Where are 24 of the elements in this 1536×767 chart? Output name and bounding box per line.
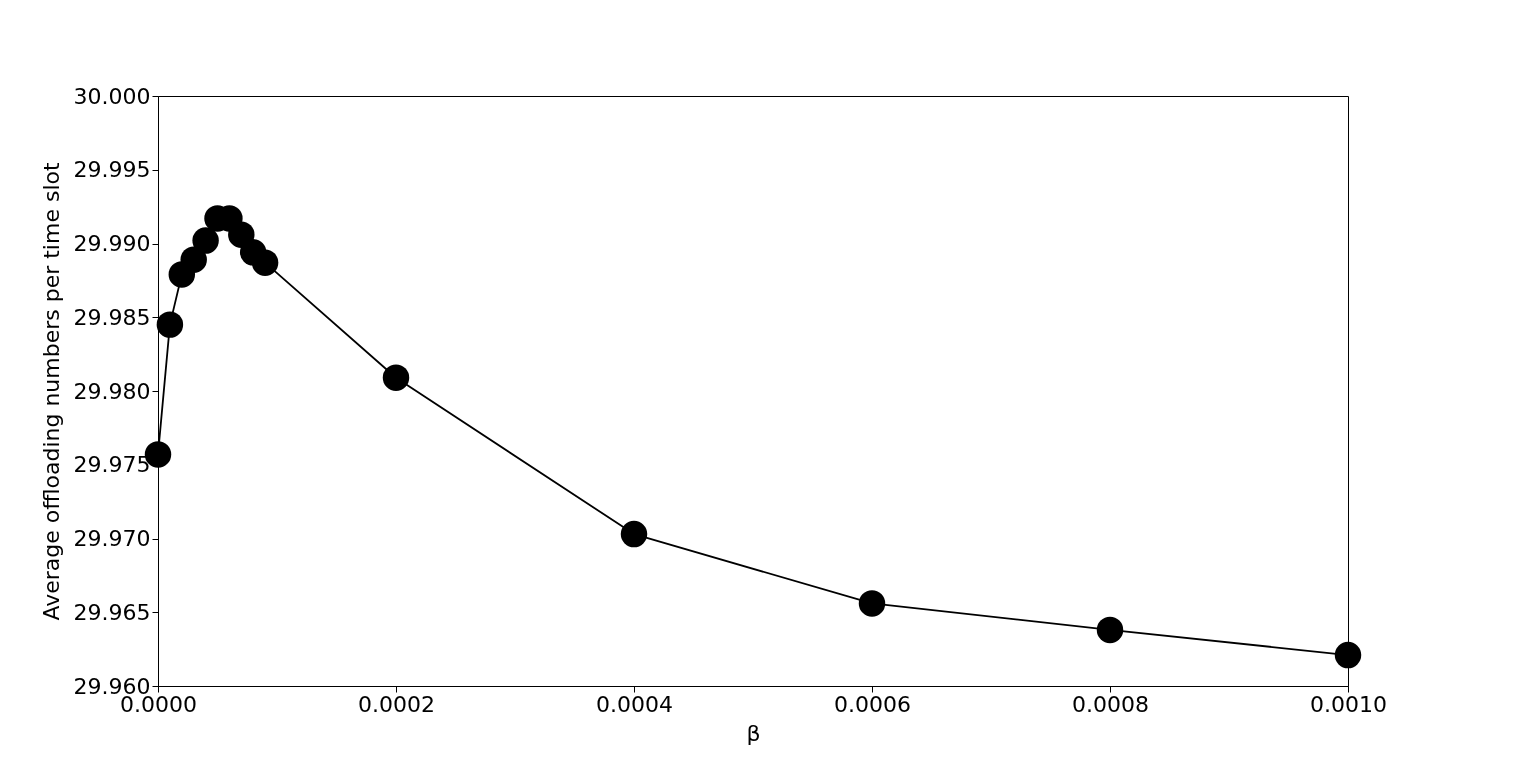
point (620, 520, 648, 548)
point (1096, 616, 1124, 644)
point (180, 246, 207, 273)
point (192, 227, 219, 254)
x-tick-label: 0.0004 (596, 691, 673, 717)
point (156, 311, 184, 338)
point (251, 249, 279, 276)
x-tick-label: 0.0002 (358, 691, 435, 717)
x-tick-label: 0.0008 (1072, 691, 1149, 717)
point (1334, 641, 1362, 669)
y-tick-label: 29.990 (73, 231, 151, 256)
point (858, 590, 886, 617)
y-tick-label: 30.000 (73, 83, 151, 109)
y-tick-label: 29.980 (73, 378, 151, 404)
y-tick-label: 29.975 (73, 452, 151, 478)
y-tick-label: 29.985 (73, 304, 151, 330)
x-tick-label: 0.0010 (1310, 691, 1387, 717)
y-tick-label: 29.965 (73, 599, 151, 625)
point (382, 364, 410, 391)
y-tick-label: 29.995 (73, 157, 151, 183)
x-axis-title: β (746, 720, 761, 746)
x-tick-label: 0.0006 (834, 691, 911, 717)
y-axis-title: Average offloading numbers per time slot (38, 162, 64, 621)
y-tick-label: 29.970 (73, 526, 151, 551)
